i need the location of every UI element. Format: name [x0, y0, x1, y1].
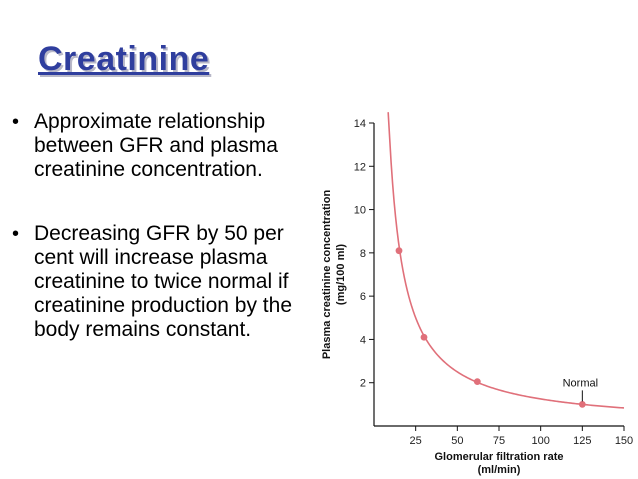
bullet-list: Approximate relationship between GFR and… [12, 110, 312, 382]
x-tick-label: 100 [531, 435, 549, 447]
x-tick-label: 50 [451, 435, 463, 447]
x-tick-label: 150 [615, 435, 633, 447]
annotation-label: Normal [563, 377, 598, 389]
annotation-normal: Normal [563, 377, 598, 402]
x-axis-units: (ml/min) [478, 464, 521, 476]
x-tick-label: 75 [493, 435, 505, 447]
data-point [473, 378, 481, 386]
y-tick-label: 6 [360, 291, 366, 303]
data-point [395, 247, 403, 255]
y-tick-label: 2 [360, 378, 366, 390]
y-tick-label: 14 [354, 118, 366, 130]
bullet-item: Approximate relationship between GFR and… [12, 110, 312, 182]
x-tick-label: 25 [410, 435, 422, 447]
x-axis-ticks: 25 50 75 100 125 150 [410, 426, 633, 447]
y-axis-ticks: 2 4 6 8 10 12 14 [354, 118, 374, 390]
y-axis-title: Plasma creatinine concentration [321, 190, 333, 360]
series-curve [387, 112, 625, 409]
y-tick-label: 4 [360, 334, 366, 346]
data-point [420, 333, 428, 341]
x-tick-label: 125 [573, 435, 591, 447]
bullet-item: Decreasing GFR by 50 per cent will incre… [12, 222, 312, 342]
y-tick-label: 8 [360, 248, 366, 260]
y-axis-units: (mg/100 ml) [335, 244, 347, 305]
y-tick-label: 12 [354, 161, 366, 173]
data-point [578, 400, 586, 408]
slide-title: Creatinine [38, 40, 210, 78]
y-tick-label: 10 [354, 205, 366, 217]
x-axis-title: Glomerular filtration rate [435, 451, 564, 463]
series-points [395, 247, 586, 408]
creatinine-gfr-chart: 2 4 6 8 10 12 14 25 50 75 100 125 150 Normal Plasma… [321, 112, 633, 476]
